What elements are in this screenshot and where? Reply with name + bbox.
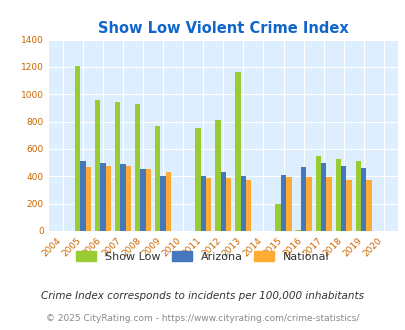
Bar (155, 126, 160, 231)
Bar (75, 66, 80, 231)
Bar (94, 100, 100, 231)
Bar (134, 104, 140, 231)
Bar (315, 156, 320, 231)
Bar (205, 178, 211, 231)
Bar (215, 120, 220, 231)
Bar (335, 158, 340, 231)
Bar (220, 172, 226, 231)
Bar (245, 181, 251, 231)
Bar (360, 168, 366, 231)
Bar (195, 128, 200, 231)
Text: © 2025 CityRating.com - https://www.cityrating.com/crime-statistics/: © 2025 CityRating.com - https://www.city… (46, 314, 359, 323)
Bar (320, 163, 326, 231)
Bar (165, 172, 171, 231)
Bar (200, 176, 205, 231)
Bar (300, 167, 305, 231)
Bar (140, 170, 145, 231)
Bar (345, 180, 351, 231)
Bar (100, 163, 105, 231)
Bar (85, 167, 91, 231)
Bar (240, 176, 245, 231)
Bar (305, 177, 311, 231)
Legend: Show Low, Arizona, National: Show Low, Arizona, National (72, 247, 333, 267)
Text: Crime Index corresponds to incidents per 100,000 inhabitants: Crime Index corresponds to incidents per… (41, 291, 364, 301)
Bar (120, 164, 126, 231)
Bar (275, 204, 280, 231)
Bar (295, 230, 300, 231)
Bar (340, 166, 345, 231)
Bar (326, 177, 331, 231)
Bar (80, 161, 85, 231)
Bar (280, 175, 286, 231)
Title: Show Low Violent Crime Index: Show Low Violent Crime Index (98, 21, 348, 36)
Bar (160, 176, 165, 231)
Bar (226, 178, 231, 231)
Bar (105, 166, 111, 231)
Bar (126, 166, 131, 231)
Bar (115, 103, 120, 231)
Bar (286, 177, 291, 231)
Bar (145, 169, 151, 231)
Bar (366, 180, 371, 231)
Bar (355, 161, 360, 231)
Bar (234, 72, 240, 231)
